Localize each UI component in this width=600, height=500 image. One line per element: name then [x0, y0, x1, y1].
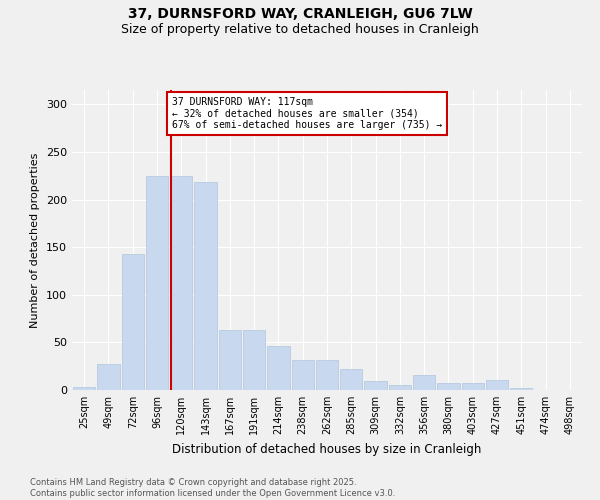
Bar: [194, 182, 217, 390]
Bar: [510, 388, 532, 390]
Bar: [486, 380, 508, 390]
Bar: [146, 176, 168, 390]
Bar: [364, 382, 387, 390]
Text: 37, DURNSFORD WAY, CRANLEIGH, GU6 7LW: 37, DURNSFORD WAY, CRANLEIGH, GU6 7LW: [128, 8, 472, 22]
Bar: [243, 330, 265, 390]
Bar: [218, 330, 241, 390]
X-axis label: Distribution of detached houses by size in Cranleigh: Distribution of detached houses by size …: [172, 442, 482, 456]
Bar: [340, 369, 362, 390]
Text: 37 DURNSFORD WAY: 117sqm
← 32% of detached houses are smaller (354)
67% of semi-: 37 DURNSFORD WAY: 117sqm ← 32% of detach…: [172, 96, 443, 130]
Bar: [437, 384, 460, 390]
Bar: [122, 254, 144, 390]
Text: Contains HM Land Registry data © Crown copyright and database right 2025.
Contai: Contains HM Land Registry data © Crown c…: [30, 478, 395, 498]
Bar: [413, 375, 436, 390]
Bar: [267, 346, 290, 390]
Bar: [97, 364, 119, 390]
Text: Size of property relative to detached houses in Cranleigh: Size of property relative to detached ho…: [121, 22, 479, 36]
Bar: [316, 360, 338, 390]
Bar: [170, 176, 193, 390]
Bar: [292, 360, 314, 390]
Bar: [73, 387, 95, 390]
Bar: [461, 384, 484, 390]
Bar: [389, 385, 411, 390]
Y-axis label: Number of detached properties: Number of detached properties: [31, 152, 40, 328]
